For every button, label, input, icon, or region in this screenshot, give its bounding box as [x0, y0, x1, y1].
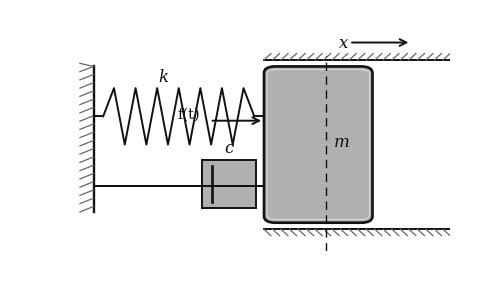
Text: x: x — [339, 35, 348, 52]
Text: k: k — [158, 69, 168, 86]
Text: m: m — [334, 134, 349, 151]
FancyBboxPatch shape — [264, 67, 372, 223]
Bar — [202, 160, 256, 208]
Text: c: c — [224, 140, 234, 157]
Text: f(t): f(t) — [178, 107, 200, 121]
